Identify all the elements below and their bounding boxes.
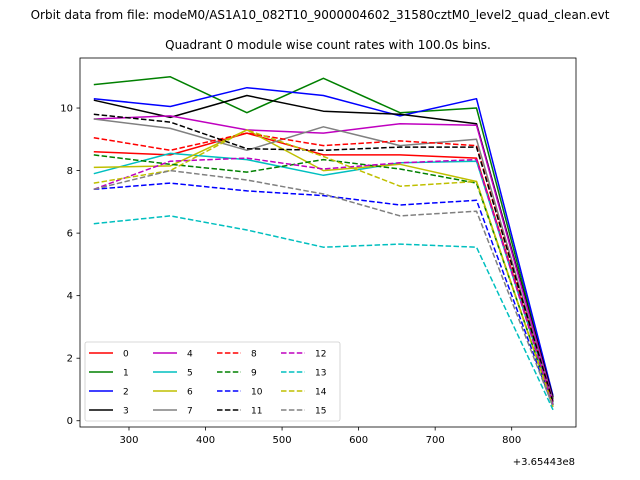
series-line-14 <box>93 129 554 407</box>
x-tick-label: 600 <box>349 435 368 446</box>
series-layer <box>93 76 554 411</box>
chart-title: Quadrant 0 module wise count rates with … <box>165 38 491 52</box>
legend-label-10: 10 <box>251 388 263 398</box>
legend-label-0: 0 <box>123 350 129 360</box>
y-tick-label: 8 <box>67 166 73 177</box>
x-tick-label: 700 <box>426 435 445 446</box>
x-tick-label: 500 <box>273 435 292 446</box>
legend-label-9: 9 <box>251 369 257 379</box>
legend-label-3: 3 <box>123 407 129 417</box>
legend-label-1: 1 <box>123 369 129 379</box>
series-line-0 <box>93 132 554 403</box>
y-tick-label: 4 <box>67 291 73 302</box>
x-tick-label: 800 <box>502 435 521 446</box>
legend-label-8: 8 <box>251 350 257 360</box>
legend-label-14: 14 <box>315 388 327 398</box>
legend-label-4: 4 <box>187 350 193 360</box>
series-line-4 <box>93 115 554 401</box>
series-line-8 <box>93 132 554 404</box>
series-line-11 <box>93 113 554 403</box>
series-line-1 <box>93 76 554 400</box>
legend-label-7: 7 <box>187 407 193 417</box>
legend-label-5: 5 <box>187 369 193 379</box>
series-line-3 <box>93 94 554 398</box>
plot-frame <box>79 57 577 428</box>
series-line-10 <box>93 182 554 407</box>
figure-suptitle: Orbit data from file: modeM0/AS1A10_082T… <box>31 8 610 22</box>
series-line-9 <box>93 154 554 406</box>
legend-label-12: 12 <box>315 350 326 360</box>
legend-box <box>84 341 341 422</box>
y-tick-label: 10 <box>60 104 73 115</box>
x-tick-label: 400 <box>196 435 215 446</box>
legend-label-13: 13 <box>315 369 326 379</box>
series-line-15 <box>93 169 554 407</box>
x-tick-label: 300 <box>119 435 138 446</box>
y-tick-label: 6 <box>67 229 73 240</box>
legend-label-11: 11 <box>251 407 262 417</box>
series-line-13 <box>93 215 554 411</box>
x-offset-label: +3.65443e8 <box>513 457 575 468</box>
legend-label-15: 15 <box>315 407 326 417</box>
series-line-7 <box>93 118 554 403</box>
legend-label-6: 6 <box>187 388 193 398</box>
legend-label-2: 2 <box>123 388 129 398</box>
series-line-2 <box>93 86 554 396</box>
series-line-12 <box>93 157 554 406</box>
y-tick-label: 2 <box>67 354 73 365</box>
y-tick-label: 0 <box>67 416 73 427</box>
